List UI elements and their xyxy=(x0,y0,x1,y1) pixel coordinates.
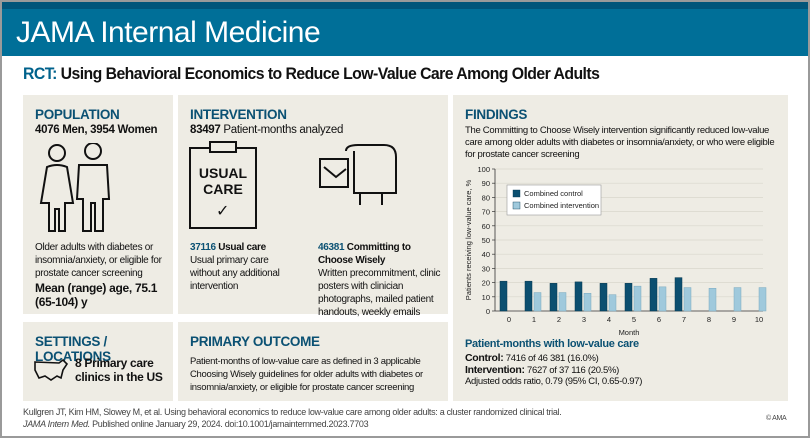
population-heading: POPULATION xyxy=(35,107,120,122)
settings-heading: SETTINGS / LOCATIONS xyxy=(35,334,111,364)
intervention-value: 7627 of 37 116 (20.5%) xyxy=(524,365,620,376)
x-tick-label: 3 xyxy=(582,315,586,324)
settings-text: 8 Primary care clinics in the US xyxy=(75,356,163,384)
population-panel: POPULATION 4076 Men, 3954 Women Older ad… xyxy=(23,95,173,314)
control-value: 7416 of 46 381 (16.0%) xyxy=(503,353,599,364)
bar-control xyxy=(649,278,658,312)
legend-swatch xyxy=(512,201,521,210)
y-axis-label: Patients receiving low-value care, % xyxy=(464,179,473,300)
citation: Kullgren JT, Kim HM, Slowey M, et al. Us… xyxy=(23,407,562,417)
bar-control xyxy=(624,283,633,312)
usual-care-clipboard-icon: USUAL CARE ✓ xyxy=(189,141,257,229)
bar-control xyxy=(499,280,508,312)
population-description: Older adults with diabetes or insomnia/a… xyxy=(35,242,162,279)
bar-control xyxy=(574,281,583,312)
x-tick-label: 10 xyxy=(755,315,763,324)
bar-intervention xyxy=(558,292,567,312)
bar-chart: 0 10 20 30 40 50 60 70 80 90 100 0 1 2 3 4 5 6 7 8 9 10 Month P… xyxy=(464,165,767,335)
usual-care-description: Usual primary care without any additiona… xyxy=(190,255,280,292)
bar-control xyxy=(549,283,558,312)
x-axis-label: Month xyxy=(619,328,640,335)
bar-intervention xyxy=(708,288,717,312)
findings-summary: The Committing to Choose Wisely interven… xyxy=(465,125,775,160)
bar-control xyxy=(674,277,683,312)
x-tick-label: 9 xyxy=(732,315,736,324)
bar-intervention xyxy=(608,294,617,312)
y-tick-label: 40 xyxy=(482,250,490,259)
population-age: Mean (range) age, 75.1 (65-104) y xyxy=(35,281,158,309)
findings-panel: FINDINGS The Committing to Choose Wisely… xyxy=(453,95,788,401)
intervention-label: Intervention: xyxy=(465,364,525,376)
total-label: Patient-months analyzed xyxy=(220,124,344,136)
x-tick-label: 4 xyxy=(607,315,611,324)
intervention-heading: INTERVENTION xyxy=(190,107,287,122)
primary-outcome-panel: PRIMARY OUTCOME Patient-months of low-va… xyxy=(178,322,448,401)
journal-header: JAMA Internal Medicine xyxy=(2,2,808,56)
x-tick-label: 1 xyxy=(532,315,536,324)
ccw-name: Committing to Choose Wisely xyxy=(318,242,411,266)
y-tick-label: 30 xyxy=(482,264,490,273)
x-tick-label: 2 xyxy=(557,315,561,324)
legend-label: Combined intervention xyxy=(524,201,599,210)
y-tick-label: 10 xyxy=(482,293,490,302)
primary-outcome-heading: PRIMARY OUTCOME xyxy=(190,334,320,349)
x-tick-label: 6 xyxy=(657,315,661,324)
bar-intervention xyxy=(758,287,767,312)
ccw-number: 46381 xyxy=(318,242,345,253)
y-tick-label: 100 xyxy=(477,165,490,174)
bar-intervention xyxy=(733,287,742,312)
y-tick-label: 50 xyxy=(482,236,490,245)
odds-ratio: Adjusted odds ratio, 0.79 (95% CI, 0.65-… xyxy=(465,376,643,387)
journal-name: JAMA Internal Medicine xyxy=(16,16,321,49)
citation-pub: Published online January 29, 2024. doi:1… xyxy=(89,419,369,429)
title-prefix: RCT: xyxy=(23,64,57,83)
bar-intervention xyxy=(583,293,592,312)
bar-intervention xyxy=(633,285,642,312)
bar-intervention xyxy=(658,286,667,312)
y-tick-label: 80 xyxy=(482,193,490,202)
primary-outcome-text: Patient-months of low-value care as defi… xyxy=(190,356,423,393)
intervention-panel: INTERVENTION 83497 Patient-months analyz… xyxy=(178,95,448,318)
ccw-description: Written precommitment, clinic posters wi… xyxy=(318,268,441,318)
bar-control xyxy=(524,280,533,312)
copyright: © AMA xyxy=(766,415,787,422)
bar-intervention xyxy=(533,292,542,312)
total-number: 83497 xyxy=(190,124,221,136)
page-title: RCT: Using Behavioral Economics to Reduc… xyxy=(23,64,600,84)
x-tick-label: 0 xyxy=(507,315,511,324)
x-tick-label: 7 xyxy=(682,315,686,324)
y-tick-label: 70 xyxy=(482,208,490,217)
population-counts: 4076 Men, 3954 Women xyxy=(35,124,158,136)
usual-care-number: 37116 xyxy=(190,242,216,253)
people-icon xyxy=(39,143,111,232)
us-map-icon xyxy=(34,358,69,381)
control-label: Control: xyxy=(465,352,504,364)
y-tick-label: 20 xyxy=(482,279,490,288)
bar-intervention xyxy=(683,287,692,312)
citation-journal: JAMA Intern Med. xyxy=(23,419,90,429)
icon-text-care: CARE xyxy=(203,181,243,197)
icon-text-usual: USUAL xyxy=(198,165,248,181)
mailbox-icon xyxy=(319,144,397,205)
bar-control xyxy=(599,283,608,312)
legend-label: Combined control xyxy=(524,189,583,198)
y-tick-label: 0 xyxy=(486,307,490,316)
results-heading: Patient-months with low-value care xyxy=(465,338,639,350)
usual-care-name: Usual care xyxy=(218,242,266,253)
x-tick-label: 5 xyxy=(632,315,636,324)
y-tick-label: 60 xyxy=(482,222,490,231)
y-tick-label: 90 xyxy=(482,179,490,188)
findings-heading: FINDINGS xyxy=(465,107,528,122)
settings-panel: SETTINGS / LOCATIONS 8 Primary care clin… xyxy=(23,322,173,401)
legend-swatch xyxy=(512,189,521,198)
x-tick-label: 8 xyxy=(707,315,711,324)
title-text: Using Behavioral Economics to Reduce Low… xyxy=(56,64,600,83)
legend-box xyxy=(506,184,602,216)
